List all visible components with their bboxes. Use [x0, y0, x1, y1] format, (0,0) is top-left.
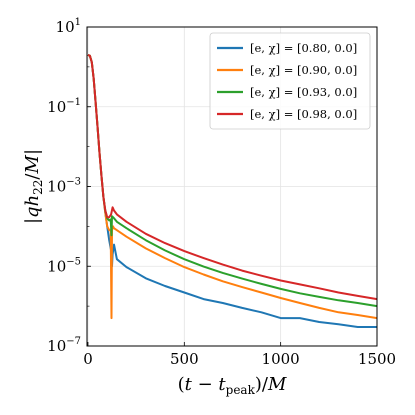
series-line-3	[87, 53, 378, 301]
x-tick-label: 1000	[262, 350, 300, 368]
legend-box	[209, 32, 371, 130]
y-tick-label: 10−3	[47, 177, 81, 196]
x-tick-label: 1500	[358, 350, 396, 368]
x-tick-label: 0	[83, 350, 93, 368]
y-tick-label: 10−1	[47, 97, 81, 116]
y-axis-label: |qh22/M|	[22, 149, 45, 224]
legend: [e, χ] = [0.80, 0.0] [e, χ] = [0.90, 0.0]…	[209, 32, 371, 130]
x-tick-label: 500	[170, 350, 199, 368]
legend-label: [e, χ] = [0.93, 0.0]	[250, 85, 357, 99]
series-layer	[87, 53, 378, 328]
legend-label: [e, χ] = [0.80, 0.0]	[250, 41, 357, 55]
y-tick-label: 101	[56, 17, 81, 36]
x-axis-label: (t − tpeak)/M	[178, 374, 287, 397]
ticks: 0 500 1000 1500 10−7 10−5 10−3 10−1 101	[47, 17, 396, 368]
legend-label: [e, χ] = [0.90, 0.0]	[250, 63, 357, 77]
y-tick-label: 10−7	[47, 336, 81, 355]
legend-label: [e, χ] = [0.98, 0.0]	[250, 107, 357, 121]
y-tick-label: 10−5	[47, 256, 81, 275]
